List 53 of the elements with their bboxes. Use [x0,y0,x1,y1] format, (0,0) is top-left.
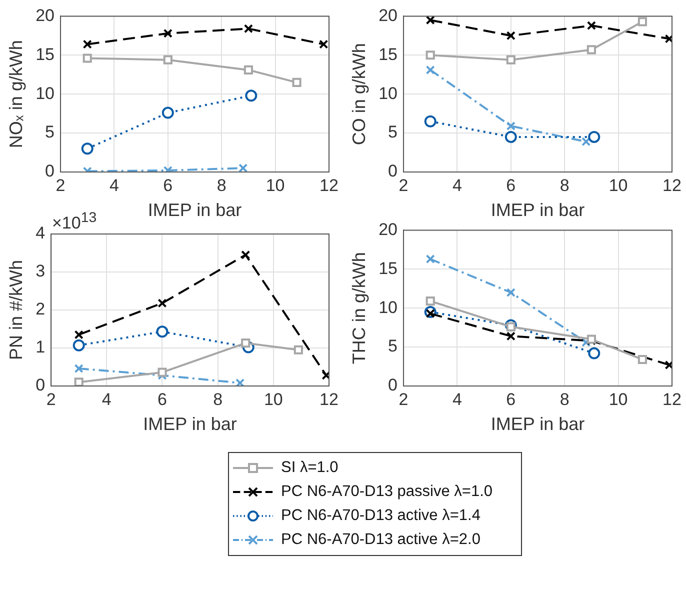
x-tick-label: 12 [662,390,682,409]
x-tick-label: 6 [163,176,173,195]
x-tick-label: 8 [213,390,223,409]
y-tick-label: 15 [378,258,398,278]
x-tick-label: 12 [320,176,338,195]
y-axis-title: NOₓ in g/kWh [6,40,26,148]
x-tick-label: 10 [608,390,628,409]
y-tick-label: 4 [36,224,46,243]
x-axis-title: IMEP in bar [148,200,242,220]
x-axis-title: IMEP in bar [490,200,585,220]
y-tick-label: 10 [378,84,398,103]
y-tick-label: 15 [378,44,398,64]
y-tick-label: 20 [378,6,398,25]
y-tick-label: 1 [36,338,46,357]
text: ×10$^{13}$ [52,210,97,234]
y-tick-label: 20 [36,6,55,25]
x-axis-title: IMEP in bar [143,414,237,434]
legend-label: SI λ=1.0 [281,459,338,477]
legend-label: PC N6-A70-D13 passive λ=1.0 [281,483,493,501]
x-tick-label: 6 [506,390,516,409]
x-axis-title: IMEP in bar [490,414,585,434]
y-tick-label: 5 [388,336,398,356]
y-tick-label: 0 [36,376,46,395]
y-axis-title: PN in #/kWh [6,260,26,360]
x-tick-label: 6 [506,176,516,195]
y-tick-label: 20 [378,220,398,239]
x-tick-label: 8 [560,390,570,409]
x-tick-label: 10 [266,176,285,195]
y-tick-label: 0 [388,162,398,181]
x-tick-label: 6 [158,390,167,409]
x-tick-label: 12 [320,390,338,409]
y-axis-title: THC in g/kWh [348,252,369,364]
x-tick-label: 10 [264,390,283,409]
y-tick-label: 0 [388,376,398,395]
y-tick-label: 0 [45,162,55,181]
legend-label: PC N6-A70-D13 active λ=2.0 [281,531,480,549]
y-tick-label: 5 [388,122,398,142]
x-tick-label: 4 [109,176,119,195]
x-tick-label: 4 [102,390,112,409]
x-tick-label: 12 [662,176,682,195]
x-tick-label: 4 [452,176,462,195]
y-tick-label: 2 [36,300,46,319]
x-tick-label: 4 [452,390,462,409]
x-tick-label: 8 [560,176,570,195]
legend-label: PC N6-A70-D13 active λ=1.4 [281,507,480,525]
y-tick-label: 3 [36,262,46,281]
y-tick-label: 15 [36,44,55,64]
y-tick-label: 10 [378,298,398,317]
y-tick-label: 10 [36,84,55,103]
x-tick-label: 10 [608,176,628,195]
y-tick-label: 5 [45,122,55,142]
y-axis-title: CO in g/kWh [348,43,369,146]
x-tick-label: 8 [216,176,226,195]
